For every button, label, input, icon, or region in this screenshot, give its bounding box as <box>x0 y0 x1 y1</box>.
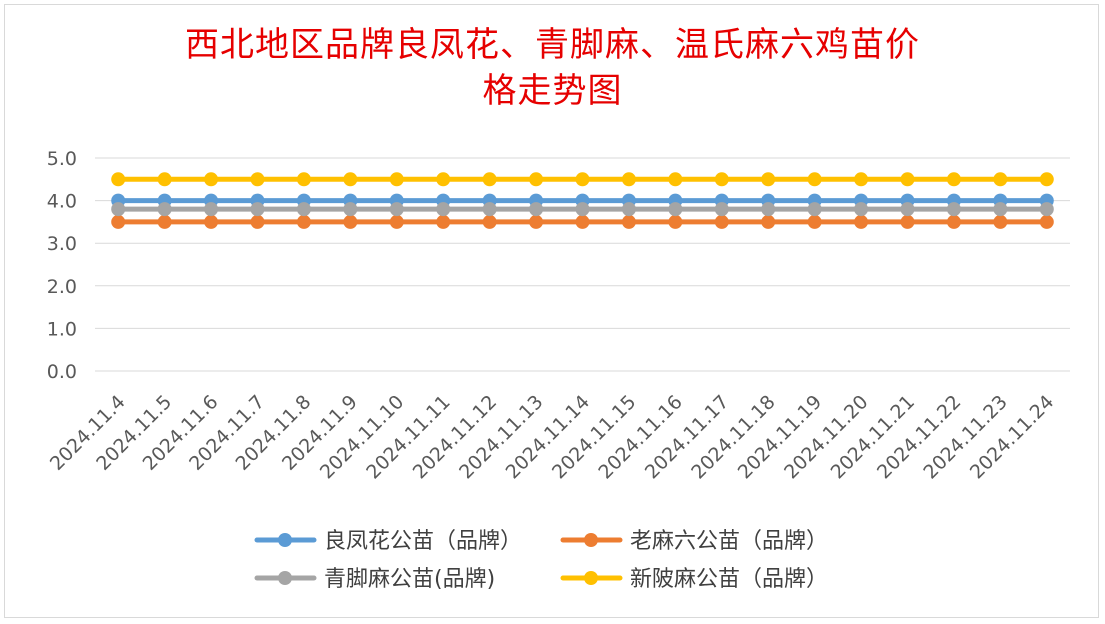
data-point <box>1039 202 1054 217</box>
data-point <box>575 214 590 229</box>
data-point <box>993 202 1008 217</box>
data-point <box>807 214 822 229</box>
data-point <box>575 202 590 217</box>
data-point <box>807 202 822 217</box>
data-point <box>668 202 683 217</box>
data-point <box>296 202 311 217</box>
data-point <box>946 202 961 217</box>
data-point <box>529 172 544 187</box>
data-point <box>111 202 126 217</box>
data-point <box>296 172 311 187</box>
data-point <box>621 172 636 187</box>
legend-item: 良凤花公苗（品牌） <box>254 529 522 554</box>
y-tick-label: 0.0 <box>47 361 77 383</box>
series-3 <box>111 202 1054 217</box>
legend-swatch-marker <box>278 571 292 585</box>
data-point <box>854 202 869 217</box>
data-point <box>482 172 497 187</box>
gridlines <box>95 157 1070 372</box>
data-point <box>900 172 915 187</box>
data-point <box>157 202 172 217</box>
data-point <box>389 172 404 187</box>
legend-item: 老麻六公苗（品牌） <box>560 529 828 554</box>
legend-item: 青脚麻公苗(品牌) <box>254 567 495 592</box>
x-axis-tick-labels: 2024.11.42024.11.52024.11.62024.11.72024… <box>46 391 1059 483</box>
chart-frame <box>4 4 1099 618</box>
data-point <box>436 214 451 229</box>
data-point <box>807 172 822 187</box>
data-point <box>389 214 404 229</box>
data-point <box>1039 214 1054 229</box>
data-point <box>204 202 219 217</box>
data-point <box>900 214 915 229</box>
data-point <box>482 214 497 229</box>
data-point <box>389 202 404 217</box>
legend-label: 青脚麻公苗(品牌) <box>324 567 495 592</box>
data-point <box>714 172 729 187</box>
data-point <box>157 172 172 187</box>
legend-label: 良凤花公苗（品牌） <box>324 529 522 554</box>
data-point <box>436 172 451 187</box>
data-point <box>250 202 265 217</box>
chart-title: 西北地区品牌良凤花、青脚麻、温氏麻六鸡苗价 格走势图 <box>0 22 1105 114</box>
data-point <box>204 214 219 229</box>
data-point <box>1039 172 1054 187</box>
data-point <box>436 202 451 217</box>
data-point <box>714 202 729 217</box>
data-point <box>854 214 869 229</box>
data-point <box>343 172 358 187</box>
data-point <box>157 214 172 229</box>
data-point <box>668 214 683 229</box>
legend-label: 新陂麻公苗（品牌） <box>630 567 828 592</box>
y-tick-label: 1.0 <box>47 318 77 340</box>
chart-title-line-1: 西北地区品牌良凤花、青脚麻、温氏麻六鸡苗价 <box>185 25 920 65</box>
data-point <box>854 172 869 187</box>
y-tick-label: 3.0 <box>47 233 77 255</box>
legend: 良凤花公苗（品牌） 老麻六公苗（品牌） 青脚麻公苗(品牌) 新陂麻公苗（品牌） <box>254 529 828 592</box>
data-point <box>296 214 311 229</box>
legend-label: 老麻六公苗（品牌） <box>630 529 828 554</box>
data-point <box>946 214 961 229</box>
legend-item: 新陂麻公苗（品牌） <box>560 567 828 592</box>
data-point <box>250 214 265 229</box>
data-point <box>482 202 497 217</box>
data-point <box>761 202 776 217</box>
data-point <box>621 202 636 217</box>
data-point <box>714 214 729 229</box>
data-point <box>946 172 961 187</box>
data-point <box>250 172 265 187</box>
series-4 <box>111 172 1054 187</box>
data-point <box>761 214 776 229</box>
y-tick-label: 5.0 <box>47 148 77 170</box>
data-point <box>343 214 358 229</box>
data-point <box>993 172 1008 187</box>
data-point <box>111 172 126 187</box>
y-tick-label: 2.0 <box>47 276 77 298</box>
data-point <box>900 202 915 217</box>
data-point <box>204 172 219 187</box>
series-2 <box>111 214 1054 229</box>
y-tick-label: 4.0 <box>47 191 77 213</box>
data-point <box>529 202 544 217</box>
data-point <box>668 172 683 187</box>
data-point <box>529 214 544 229</box>
chart-title-line-2: 格走势图 <box>482 71 623 111</box>
data-point <box>621 214 636 229</box>
data-point <box>575 172 590 187</box>
data-point <box>343 202 358 217</box>
legend-swatch-marker <box>584 571 598 585</box>
data-point <box>111 214 126 229</box>
data-point <box>761 172 776 187</box>
legend-swatch-marker <box>278 533 292 547</box>
y-axis-tick-labels: 0.0 1.0 2.0 3.0 4.0 5.0 <box>47 148 77 383</box>
data-point <box>993 214 1008 229</box>
legend-swatch-marker <box>584 533 598 547</box>
